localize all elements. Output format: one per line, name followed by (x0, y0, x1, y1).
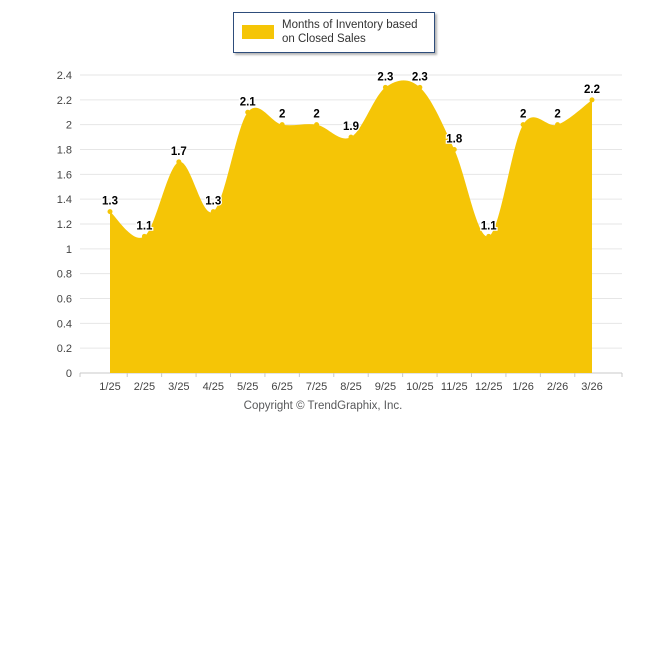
data-point-label: 2.2 (584, 84, 600, 96)
legend-label: Months of Inventory based on Closed Sale… (282, 19, 418, 46)
y-tick-label: 0.6 (57, 294, 72, 306)
y-tick-label: 0 (66, 368, 72, 380)
inventory-area-chart: 0 0.2 0.4 0.6 0.8 1 1.2 1.4 1.6 1.8 2 2.2 2.4 1/25 2/2… (57, 70, 623, 393)
data-point-marker (245, 109, 251, 115)
data-point-labels: 1.3 1.1 1.7 1.3 2.1 2 2 1.9 2.3 2.3 1.8 1.1 2 2 2.2 (101, 70, 602, 234)
x-axis-tick-labels: 1/25 2/25 3/25 4/25 5/25 6/25 7/25 8/25 9/25 10/2… (99, 381, 602, 393)
data-point-marker (279, 122, 285, 128)
data-point-marker (555, 122, 561, 128)
data-point-marker (520, 122, 526, 128)
data-point-label: 2 (520, 109, 526, 121)
data-point-label: 2.3 (412, 71, 428, 83)
y-tick-label: 2.2 (57, 95, 72, 107)
legend: Months of Inventory based on Closed Sale… (233, 12, 435, 53)
y-tick-label: 1.8 (57, 145, 72, 157)
x-tick-label: 4/25 (203, 381, 224, 393)
x-axis (79, 372, 623, 377)
x-tick-label: 10/25 (406, 381, 434, 393)
data-point-marker (107, 209, 113, 215)
y-tick-label: 0.2 (57, 343, 72, 355)
x-tick-label: 9/25 (375, 381, 396, 393)
x-tick-label: 6/25 (271, 381, 292, 393)
legend-swatch-icon (242, 25, 274, 40)
data-point-marker (486, 233, 492, 239)
y-tick-label: 0.8 (57, 269, 72, 281)
data-point-marker (382, 84, 388, 90)
x-tick-label: 3/25 (168, 381, 189, 393)
data-point-marker (176, 159, 182, 165)
data-point-marker (210, 209, 216, 215)
x-tick-label: 12/25 (475, 381, 503, 393)
data-point-label: 1.1 (481, 220, 498, 232)
y-tick-label: 2.4 (57, 70, 72, 82)
data-point-marker (141, 233, 147, 239)
y-tick-label: 1.6 (57, 169, 72, 181)
data-point-label: 2 (279, 109, 285, 121)
data-point-label: 1.9 (343, 121, 359, 133)
data-point-label: 1.7 (171, 146, 187, 158)
data-point-marker (589, 97, 595, 103)
x-tick-label: 2/25 (134, 381, 155, 393)
x-tick-label: 11/25 (441, 381, 468, 393)
data-point-marker (417, 84, 423, 90)
y-tick-label: 1.2 (57, 219, 72, 231)
area-series-months-of-inventory (110, 80, 592, 374)
data-point-label: 1.1 (136, 220, 153, 232)
data-point-label: 1.3 (205, 196, 221, 208)
data-point-marker (348, 134, 354, 140)
x-tick-label: 2/26 (547, 381, 568, 393)
x-tick-label: 7/25 (306, 381, 327, 393)
y-tick-label: 1 (66, 244, 72, 256)
y-tick-label: 2 (66, 120, 72, 132)
x-tick-label: 5/25 (237, 381, 258, 393)
data-point-label: 2 (554, 109, 560, 121)
data-point-label: 1.8 (446, 134, 463, 146)
x-tick-label: 1/25 (99, 381, 120, 393)
data-point-label: 2 (313, 109, 319, 121)
data-point-label: 2.3 (377, 71, 393, 83)
y-tick-label: 1.4 (57, 194, 72, 206)
data-point-label: 2.1 (240, 96, 257, 108)
data-point-marker (451, 147, 457, 152)
data-point-marker (314, 122, 320, 128)
data-point-label: 1.3 (102, 196, 118, 208)
x-tick-label: 1/26 (512, 381, 533, 393)
x-tick-label: 8/25 (340, 381, 361, 393)
y-tick-label: 0.4 (57, 318, 72, 330)
y-axis-tick-labels: 0 0.2 0.4 0.6 0.8 1 1.2 1.4 1.6 1.8 2 2.2 2.4 (57, 70, 72, 380)
data-point-markers (107, 84, 595, 239)
x-tick-label: 3/26 (581, 381, 602, 393)
copyright-text: Copyright © TrendGraphix, Inc. (243, 400, 403, 412)
